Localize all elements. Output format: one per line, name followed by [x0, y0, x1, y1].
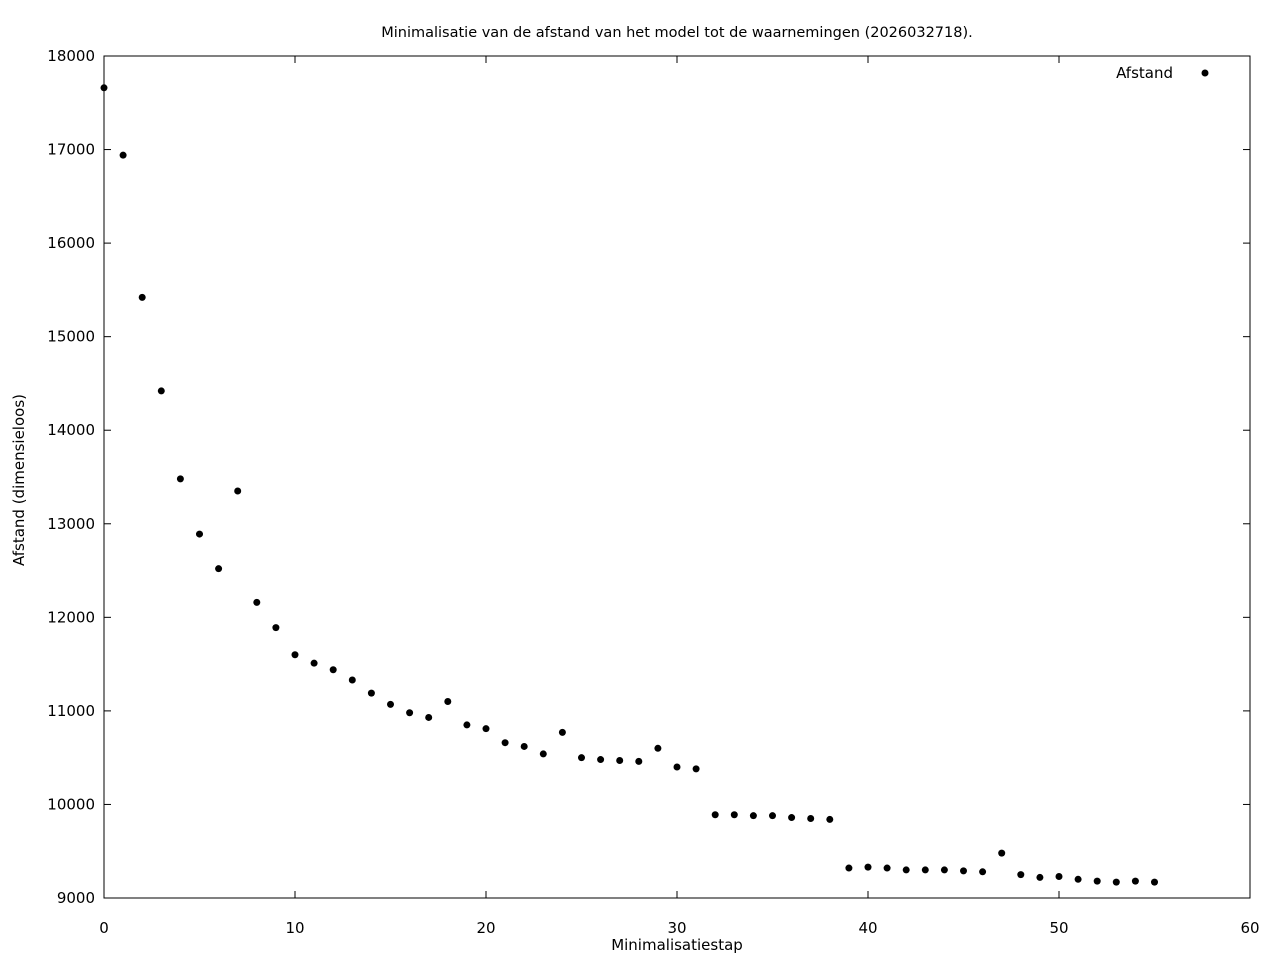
- data-point: [501, 739, 509, 747]
- x-tick-label: 0: [99, 919, 109, 937]
- y-tick-label: 11000: [47, 702, 95, 720]
- data-point: [1093, 877, 1101, 885]
- plot-border: [103, 55, 1251, 899]
- y-tick-label: 13000: [47, 515, 95, 533]
- data-point: [253, 598, 261, 606]
- data-point: [940, 866, 948, 874]
- data-point: [692, 765, 700, 773]
- data-point: [1017, 871, 1025, 879]
- data-point: [329, 666, 337, 674]
- data-point: [157, 387, 165, 395]
- plot-border-rect: [103, 55, 1251, 899]
- data-point: [921, 866, 929, 874]
- data-point: [1151, 878, 1158, 886]
- y-tick-label: 16000: [47, 234, 95, 252]
- data-point: [1074, 875, 1082, 883]
- data-point: [119, 151, 127, 159]
- data-point: [463, 721, 471, 729]
- data-point: [176, 475, 184, 483]
- x-tick-label: 30: [667, 919, 686, 937]
- data-point: [291, 651, 299, 659]
- data-point: [558, 728, 566, 736]
- data-point: [100, 84, 108, 92]
- data-point: [1036, 873, 1044, 881]
- data-point: [845, 864, 853, 872]
- x-tick-label: 20: [476, 919, 495, 937]
- data-point: [348, 676, 356, 684]
- x-tick-label: 50: [1049, 919, 1068, 937]
- data-point: [196, 530, 203, 538]
- data-point: [1112, 878, 1120, 886]
- y-tick-label: 17000: [47, 141, 95, 159]
- data-point: [539, 750, 547, 758]
- data-points: [100, 84, 1158, 886]
- legend: Afstand: [1116, 64, 1209, 82]
- data-point: [387, 700, 394, 708]
- y-tick-label: 9000: [57, 889, 95, 907]
- y-tick-label: 10000: [47, 795, 95, 813]
- data-point: [998, 849, 1006, 857]
- data-point: [979, 868, 987, 876]
- data-point: [807, 814, 815, 822]
- data-point: [310, 659, 318, 667]
- chart-title: Minimalisatie van de afstand van het mod…: [381, 25, 973, 41]
- data-point: [578, 754, 585, 762]
- data-point: [444, 698, 452, 706]
- y-tick-label: 14000: [47, 421, 95, 439]
- data-point: [960, 867, 967, 875]
- data-point: [826, 815, 834, 823]
- axis-tick-labels: 0 10 20 30 40 50 60 9000 10000 11000 12000 13000 140…: [47, 47, 1259, 937]
- data-point: [234, 487, 242, 495]
- x-tick-label: 60: [1240, 919, 1259, 937]
- data-point: [425, 713, 433, 721]
- data-point: [730, 811, 738, 819]
- y-tick-label: 15000: [47, 328, 95, 346]
- data-point: [749, 812, 757, 820]
- data-point: [635, 757, 643, 765]
- y-axis-label: Afstand (dimensieloos): [10, 394, 28, 566]
- data-point: [769, 812, 776, 820]
- legend-label: Afstand: [1116, 64, 1173, 82]
- data-point: [215, 565, 223, 573]
- data-point: [711, 811, 719, 819]
- y-tick-label: 18000: [47, 47, 95, 65]
- legend-marker-icon: [1201, 69, 1209, 77]
- data-point: [616, 756, 624, 764]
- data-point: [272, 624, 280, 632]
- data-point: [406, 709, 414, 717]
- x-tick-label: 10: [285, 919, 304, 937]
- data-point: [597, 756, 605, 764]
- data-point: [1055, 872, 1063, 880]
- axis-ticks: [103, 55, 1251, 899]
- x-axis-label: Minimalisatiestap: [611, 936, 743, 954]
- data-point: [1131, 877, 1139, 885]
- x-tick-label: 40: [858, 919, 877, 937]
- data-point: [673, 763, 681, 771]
- data-point: [788, 814, 796, 822]
- data-point: [654, 744, 662, 752]
- data-point: [520, 742, 528, 750]
- data-point: [367, 689, 375, 697]
- y-tick-label: 12000: [47, 608, 95, 626]
- data-point: [883, 864, 891, 872]
- data-point: [902, 866, 910, 874]
- data-point: [864, 863, 872, 871]
- data-point: [138, 293, 146, 301]
- data-point: [482, 725, 490, 733]
